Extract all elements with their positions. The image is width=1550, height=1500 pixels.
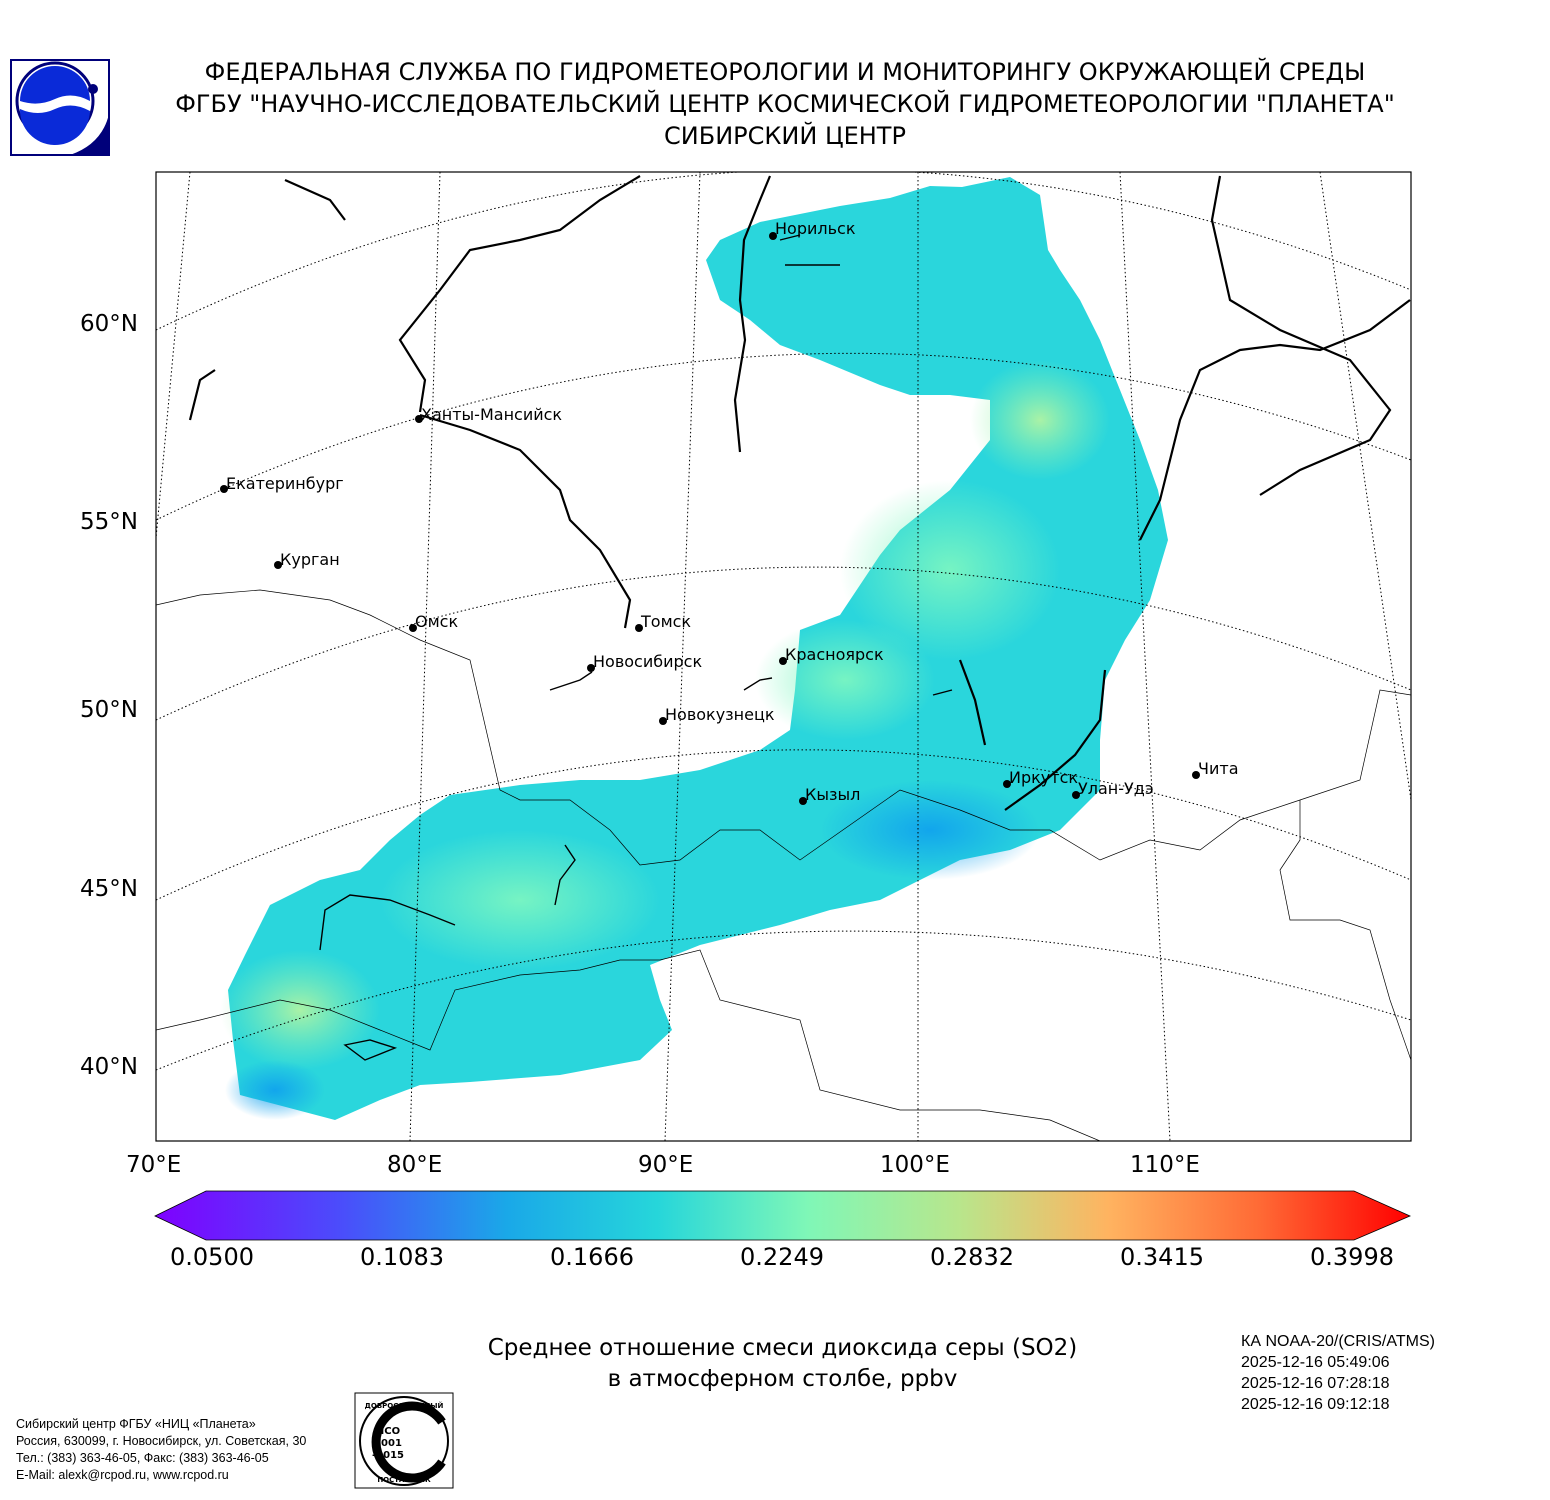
planeta-logo bbox=[10, 59, 110, 156]
org-line-4: E-Mail: alexk@rcpod.ru, www.rcpod.ru bbox=[16, 1468, 229, 1482]
svg-text:ИСО: ИСО bbox=[376, 1426, 400, 1437]
city-dot-chita bbox=[1192, 771, 1200, 779]
city-label-yekaterinburg: Екатеринбург bbox=[226, 474, 344, 493]
satellite-name: КА NOAA-20/(CRIS/ATMS) bbox=[1241, 1333, 1435, 1350]
org-line-3: Тел.: (383) 363-46-05, Факс: (383) 363-4… bbox=[16, 1451, 269, 1465]
city-dot-krasnoyarsk bbox=[779, 657, 787, 665]
satellite-time-2: 2025-12-16 07:28:18 bbox=[1241, 1375, 1390, 1392]
colorbar-tick-5: 0.3415 bbox=[1120, 1243, 1204, 1271]
city-dot-ulan-ude bbox=[1072, 791, 1080, 799]
city-dot-irkutsk bbox=[1003, 780, 1011, 788]
city-label-omsk: Омск bbox=[415, 612, 458, 631]
lat-label-45: 45°N bbox=[80, 876, 138, 902]
svg-text:ПОСТАВЩИК: ПОСТАВЩИК bbox=[377, 1476, 431, 1484]
satellite-time-3: 2025-12-16 09:12:18 bbox=[1241, 1396, 1390, 1413]
city-label-tomsk: Томск bbox=[640, 612, 691, 631]
header-line-1: ФЕДЕРАЛЬНАЯ СЛУЖБА ПО ГИДРОМЕТЕОРОЛОГИИ … bbox=[204, 58, 1366, 86]
city-dot-kyzyl bbox=[799, 797, 807, 805]
svg-text:-2015: -2015 bbox=[372, 1450, 404, 1461]
city-label-norilsk: Норильск bbox=[775, 219, 856, 238]
lon-label-90: 90°E bbox=[638, 1152, 694, 1178]
city-dot-norilsk bbox=[769, 232, 777, 240]
map-caption: Среднее отношение смеси диоксида серы (S… bbox=[400, 1333, 1165, 1395]
lat-label-50: 50°N bbox=[80, 697, 138, 723]
organization-info: Сибирский центр ФГБУ «НИЦ «Планета» Росс… bbox=[16, 1416, 306, 1484]
colorbar-tick-6: 0.3998 bbox=[1310, 1243, 1394, 1271]
iso-stamp-icon: ДОБРОСОВЕСТНЫЙ ИСО 9001 -2015 ПОСТАВЩИК bbox=[354, 1392, 454, 1489]
satellite-info: КА NOAA-20/(CRIS/ATMS) 2025-12-16 05:49:… bbox=[1241, 1331, 1435, 1415]
lat-label-55: 55°N bbox=[80, 509, 138, 535]
lon-label-80: 80°E bbox=[387, 1152, 443, 1178]
city-label-khanty-mansiysk: Ханты-Мансийск bbox=[421, 405, 562, 424]
city-label-krasnoyarsk: Красноярск bbox=[785, 645, 884, 664]
header-line-3: СИБИРСКИЙ ЦЕНТР bbox=[664, 122, 906, 150]
map-frame bbox=[155, 171, 1412, 1142]
colorbar-tick-0: 0.0500 bbox=[170, 1243, 254, 1271]
lat-label-40: 40°N bbox=[80, 1054, 138, 1080]
city-dot-yekaterinburg bbox=[220, 485, 228, 493]
city-label-chita: Чита bbox=[1198, 759, 1239, 778]
city-label-ulan-ude: Улан-Удэ bbox=[1078, 779, 1154, 798]
city-label-kurgan: Курган bbox=[280, 550, 340, 569]
header: ФЕДЕРАЛЬНАЯ СЛУЖБА ПО ГИДРОМЕТЕОРОЛОГИИ … bbox=[120, 56, 1450, 152]
lon-label-70: 70°E bbox=[126, 1152, 182, 1178]
lat-label-60: 60°N bbox=[80, 311, 138, 337]
satellite-time-1: 2025-12-16 05:49:06 bbox=[1241, 1354, 1390, 1371]
org-line-2: Россия, 630099, г. Новосибирск, ул. Сове… bbox=[16, 1434, 307, 1448]
city-dot-khanty-mansiysk bbox=[415, 415, 423, 423]
city-label-novosibirsk: Новосибирск bbox=[593, 652, 702, 671]
caption-line-1: Среднее отношение смеси диоксида серы (S… bbox=[487, 1335, 1078, 1361]
so2-swath bbox=[228, 177, 1168, 1120]
svg-text:ДОБРОСОВЕСТНЫЙ: ДОБРОСОВЕСТНЫЙ bbox=[365, 1401, 444, 1410]
city-dot-tomsk bbox=[635, 624, 643, 632]
colorbar bbox=[154, 1190, 1411, 1241]
city-markers: Норильск Ханты-Мансийск Екатеринбург Кур… bbox=[220, 219, 1239, 805]
header-line-2: ФГБУ "НАУЧНО-ИССЛЕДОВАТЕЛЬСКИЙ ЦЕНТР КОС… bbox=[175, 90, 1395, 118]
city-dot-novosibirsk bbox=[587, 664, 595, 672]
colorbar-tick-4: 0.2832 bbox=[930, 1243, 1014, 1271]
svg-text:9001: 9001 bbox=[374, 1438, 402, 1449]
city-dot-kurgan bbox=[274, 561, 282, 569]
city-label-novokuznetsk: Новокузнецк bbox=[665, 705, 775, 724]
so2-map: Норильск Ханты-Мансийск Екатеринбург Кур… bbox=[155, 171, 1412, 1142]
city-label-kyzyl: Кызыл bbox=[805, 785, 860, 804]
caption-line-2: в атмосферном столбе, ppbv bbox=[607, 1366, 958, 1392]
lon-label-100: 100°E bbox=[880, 1152, 950, 1178]
lon-label-110: 110°E bbox=[1130, 1152, 1200, 1178]
colorbar-tick-2: 0.1666 bbox=[550, 1243, 634, 1271]
colorbar-tick-3: 0.2249 bbox=[740, 1243, 824, 1271]
colorbar-tick-1: 0.1083 bbox=[360, 1243, 444, 1271]
city-dot-omsk bbox=[409, 624, 417, 632]
city-dot-novokuznetsk bbox=[659, 717, 667, 725]
city-label-irkutsk: Иркутск bbox=[1009, 768, 1078, 787]
org-line-1: Сибирский центр ФГБУ «НИЦ «Планета» bbox=[16, 1417, 256, 1431]
